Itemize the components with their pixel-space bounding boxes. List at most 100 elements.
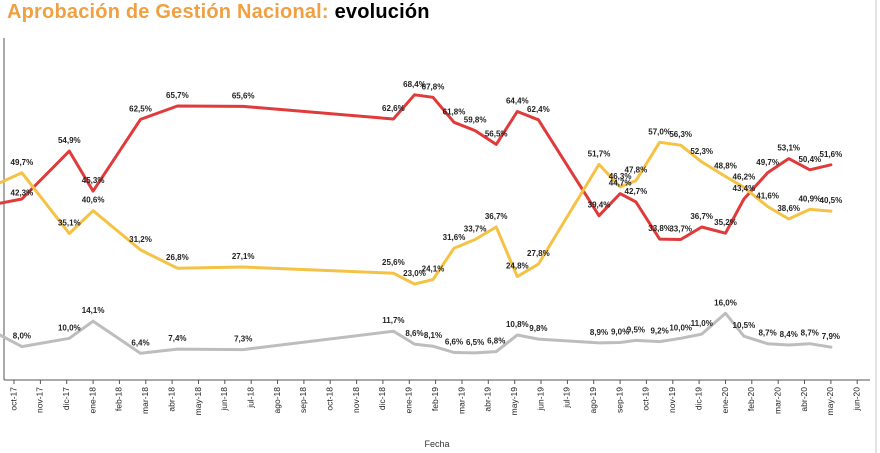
data-label: 49,7%: [756, 158, 779, 167]
x-tick-label: sep-18: [298, 387, 308, 413]
x-tick-label: jun-20: [851, 387, 861, 412]
data-label: 33,7%: [669, 225, 692, 234]
x-tick-label: may-18: [193, 387, 203, 416]
data-label: 36,7%: [485, 212, 508, 221]
data-label: 11,0%: [691, 319, 713, 328]
data-label: 8,0%: [13, 332, 31, 341]
x-tick-label: nov-19: [667, 387, 677, 413]
x-tick-label: ene-18: [87, 387, 97, 414]
data-label: 49,7%: [11, 158, 34, 167]
data-label: 6,4%: [131, 338, 149, 347]
data-label: 43,4%: [733, 184, 756, 193]
data-label: 27,8%: [527, 249, 550, 258]
data-label: 10,5%: [733, 321, 756, 330]
x-tick-label: oct-18: [324, 387, 334, 411]
x-tick-label: ene-19: [404, 387, 414, 414]
data-label: 56,5%: [485, 129, 508, 138]
data-label: 59,8%: [464, 116, 487, 125]
data-label: 10,0%: [669, 323, 692, 332]
data-label: 31,6%: [443, 233, 466, 242]
data-label: 35,1%: [58, 219, 81, 228]
data-label: 51,7%: [588, 149, 611, 158]
data-label: 38,6%: [777, 204, 800, 213]
data-label: 8,7%: [758, 329, 776, 338]
data-label: 40,9%: [798, 194, 821, 203]
x-tick-label: abr-20: [799, 387, 809, 412]
data-label: 31,2%: [129, 235, 152, 244]
x-tick-label: ago-19: [588, 387, 598, 414]
data-label: 6,8%: [487, 337, 505, 346]
data-label: 42,7%: [625, 187, 648, 196]
series-line-desaprueba: [0, 140, 833, 286]
data-label: 50,4%: [798, 155, 821, 164]
chart-title: Aprobación de Gestión Nacional: evolució…: [7, 1, 430, 24]
data-label: 54,9%: [58, 136, 81, 145]
data-label: 33,8%: [648, 224, 671, 233]
data-label: 6,5%: [466, 338, 484, 347]
data-label: 25,6%: [382, 258, 405, 267]
x-tick-label: dic-17: [61, 387, 71, 410]
data-label: 52,3%: [690, 147, 713, 156]
data-label: 26,8%: [166, 253, 189, 262]
x-tick-label: oct-19: [641, 387, 651, 411]
x-tick-label: dic-18: [377, 387, 387, 410]
data-label: 51,6%: [820, 150, 843, 159]
x-tick-label: sep-19: [614, 387, 624, 413]
data-label: 8,1%: [424, 331, 442, 340]
x-tick-label: jun-19: [535, 387, 545, 412]
data-label: 64,4%: [506, 97, 529, 106]
data-label: 40,6%: [82, 196, 105, 205]
data-label: 23,0%: [403, 269, 426, 278]
x-tick-label: jun-18: [219, 387, 229, 412]
x-tick-label: abr-18: [166, 387, 176, 412]
x-tick-label: oct-17: [8, 387, 18, 411]
chart-title-main: Aprobación de Gestión Nacional:: [7, 1, 329, 23]
x-tick-label: mar-18: [140, 387, 150, 414]
data-label: 46,2%: [733, 172, 756, 181]
data-label: 65,6%: [232, 91, 255, 100]
data-label: 7,3%: [234, 335, 252, 344]
data-label: 36,7%: [690, 212, 713, 221]
chart-title-sub: evolución: [334, 1, 430, 23]
data-label: 7,4%: [168, 334, 186, 343]
x-tick-label: ene-20: [720, 387, 730, 414]
x-tick-label: mar-20: [772, 387, 782, 414]
data-label: 57,0%: [648, 127, 671, 136]
data-label: 68,4%: [403, 80, 426, 89]
x-tick-label: may-19: [509, 387, 519, 416]
x-tick-label: feb-20: [746, 387, 756, 411]
data-label: 8,4%: [780, 330, 798, 339]
data-label: 10,0%: [58, 323, 81, 332]
x-tick-label: mar-19: [456, 387, 466, 414]
series-line-ns-nc: [0, 311, 833, 355]
x-tick-label: abr-19: [483, 387, 493, 412]
data-label: 40,5%: [820, 196, 843, 205]
x-tick-label: jul-19: [562, 387, 572, 409]
data-label: 8,9%: [590, 328, 608, 337]
x-tick-label: feb-18: [114, 387, 124, 411]
data-label: 45,3%: [82, 176, 105, 185]
data-label: 9,2%: [650, 327, 668, 336]
data-label: 41,6%: [756, 192, 779, 201]
data-label: 14,1%: [82, 306, 105, 315]
data-label: 24,8%: [506, 262, 529, 271]
data-label: 8,7%: [801, 329, 819, 338]
x-axis-title: Fecha: [424, 439, 449, 449]
data-label: 42,3%: [11, 189, 34, 198]
data-label: 56,3%: [669, 130, 692, 139]
x-tick-label: nov-17: [35, 387, 45, 413]
x-tick-label: nov-18: [351, 387, 361, 413]
data-label: 61,8%: [443, 107, 466, 116]
data-label: 39,4%: [588, 201, 611, 210]
data-label: 53,1%: [777, 144, 800, 153]
x-tick-label: jul-18: [245, 387, 255, 409]
data-label: 46,3%: [609, 172, 632, 181]
x-tick-label: jul-20: [878, 387, 880, 409]
data-label: 33,7%: [464, 225, 487, 234]
data-label: 62,5%: [129, 104, 152, 113]
data-label: 6,6%: [445, 338, 463, 347]
data-label: 9,5%: [627, 325, 645, 334]
data-label: 67,8%: [422, 82, 445, 91]
data-label: 48,8%: [714, 162, 737, 171]
